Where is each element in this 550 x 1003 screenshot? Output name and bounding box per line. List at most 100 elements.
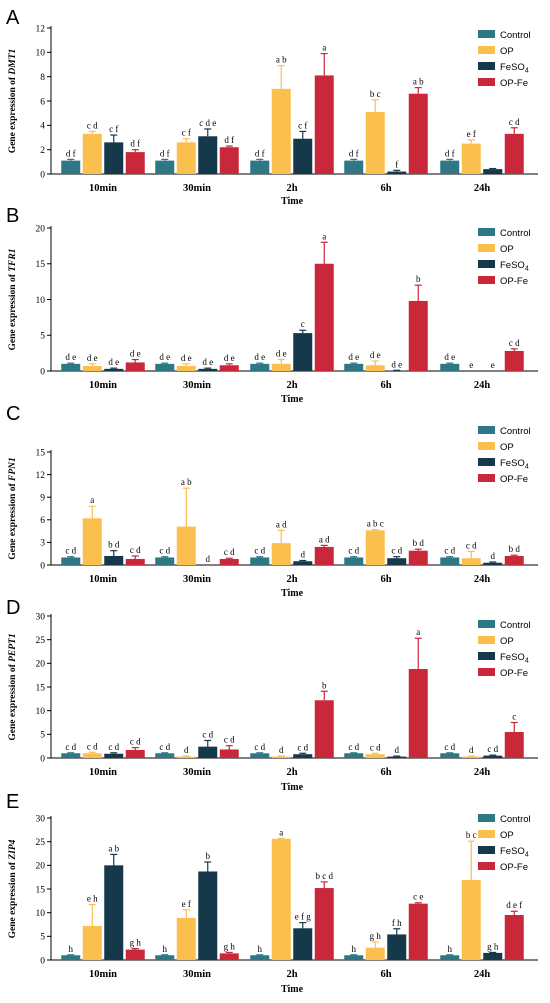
significance-label: c d <box>224 547 235 557</box>
x-category-label: 24h <box>474 380 491 391</box>
legend-swatch <box>478 244 495 252</box>
significance-label: c d <box>130 545 141 555</box>
bar-feso4 <box>293 561 313 565</box>
legend-label-subscript: 4 <box>525 464 529 471</box>
bar-feso4 <box>104 865 124 960</box>
y-tick-label: 0 <box>40 561 45 571</box>
significance-label: a <box>279 827 283 837</box>
significance-label: d <box>206 554 211 564</box>
bar-op <box>461 756 481 758</box>
bar-feso4 <box>293 333 313 371</box>
legend-label: FeSO4 <box>500 260 529 273</box>
significance-label: e f <box>467 129 476 139</box>
x-category-label: 2h <box>286 767 297 778</box>
legend-label: OP-Fe <box>500 276 528 287</box>
significance-label: a <box>416 627 420 637</box>
bar-control <box>250 160 270 174</box>
x-category-label: 24h <box>474 969 491 980</box>
y-axis-label-gene: FPN1 <box>8 457 18 482</box>
significance-label: c d <box>159 742 170 752</box>
legend-label: FeSO4 <box>500 62 529 75</box>
bar-op <box>365 947 385 960</box>
y-tick-label: 30 <box>36 612 46 622</box>
x-category-label: 6h <box>380 574 391 585</box>
legend-swatch <box>478 260 495 268</box>
x-category-label: 24h <box>474 574 491 585</box>
bar-op-fe <box>504 350 524 371</box>
significance-label: d e <box>391 359 402 369</box>
bar-op <box>82 925 102 960</box>
legend-swatch <box>478 62 495 70</box>
y-tick-label: 0 <box>40 754 45 764</box>
significance-label: c d <box>202 729 213 739</box>
legend-swatch <box>478 830 495 838</box>
bar-op-fe <box>314 888 334 960</box>
significance-label: c f <box>109 124 118 134</box>
significance-label: d e <box>181 353 192 363</box>
significance-label: d e <box>348 352 359 362</box>
significance-label: g h <box>370 931 382 941</box>
y-axis-label-gene: ZIP4 <box>8 839 18 860</box>
significance-label: d e <box>87 353 98 363</box>
bar-op-fe <box>504 555 524 565</box>
significance-label: c d <box>444 742 455 752</box>
bar-op <box>271 543 291 565</box>
x-category-label: 2h <box>286 183 297 194</box>
significance-label: a b <box>276 55 287 65</box>
bar-control <box>61 557 81 565</box>
bar-op-fe <box>504 915 524 960</box>
legend-label: OP <box>500 636 514 647</box>
x-category-label: 30min <box>183 380 211 391</box>
bar-feso4 <box>293 138 313 174</box>
bar-control <box>440 753 460 758</box>
significance-label: e f <box>182 899 191 909</box>
y-axis-label-gene: DMT1 <box>8 49 18 76</box>
significance-label: d <box>184 745 189 755</box>
significance-label: d e <box>224 353 235 363</box>
chart-panel-c: C 0 3 6 9 12 15 Gene expression of FPN1 10min 30m… <box>6 403 538 599</box>
bar-feso4 <box>387 756 407 758</box>
legend-swatch <box>478 652 495 660</box>
bar-control <box>440 363 460 371</box>
bar-op <box>365 365 385 371</box>
y-tick-label: 10 <box>36 909 46 919</box>
chart-panel-a: A 0 2 4 6 8 10 12 Gene expression of DMT1 10min 30… <box>6 7 538 207</box>
x-category-label: 2h <box>286 380 297 391</box>
bar-feso4 <box>104 753 124 758</box>
y-tick-label: 25 <box>36 838 46 848</box>
legend-swatch <box>478 620 495 628</box>
y-tick-label: 3 <box>40 539 45 549</box>
significance-label: e f g <box>295 912 311 922</box>
bar-control <box>61 955 81 960</box>
significance-label: a b c <box>367 519 384 529</box>
panel-letter: C <box>6 403 20 425</box>
legend-swatch <box>478 30 495 38</box>
significance-label: e h <box>87 894 98 904</box>
x-category-label: 10min <box>89 969 117 980</box>
bar-op <box>365 111 385 174</box>
bar-feso4 <box>387 934 407 960</box>
bar-op-fe <box>125 749 145 758</box>
significance-label: b d <box>108 540 120 550</box>
significance-label: f <box>395 159 398 169</box>
legend-label: OP <box>500 46 514 57</box>
chart-panel-b: B 0 5 10 15 20 Gene expression of TFR1 10min 30m… <box>6 205 538 405</box>
significance-label: b c d <box>316 871 334 881</box>
significance-label: c f <box>182 128 191 138</box>
bar-op-fe <box>408 669 428 758</box>
y-tick-label: 0 <box>40 367 45 377</box>
significance-label: c d <box>130 737 141 747</box>
significance-label: c d <box>65 546 76 556</box>
x-category-label: 6h <box>380 380 391 391</box>
significance-label: a <box>90 495 94 505</box>
bar-op-fe <box>504 133 524 174</box>
bar-control <box>344 557 364 565</box>
bar-feso4 <box>198 136 218 174</box>
bar-op <box>271 838 291 960</box>
bar-feso4 <box>198 746 218 758</box>
bar-op <box>271 363 291 371</box>
bar-control <box>155 753 175 758</box>
legend-label-subscript: 4 <box>525 852 529 859</box>
bar-op <box>461 880 481 960</box>
significance-label: c d <box>466 540 477 550</box>
